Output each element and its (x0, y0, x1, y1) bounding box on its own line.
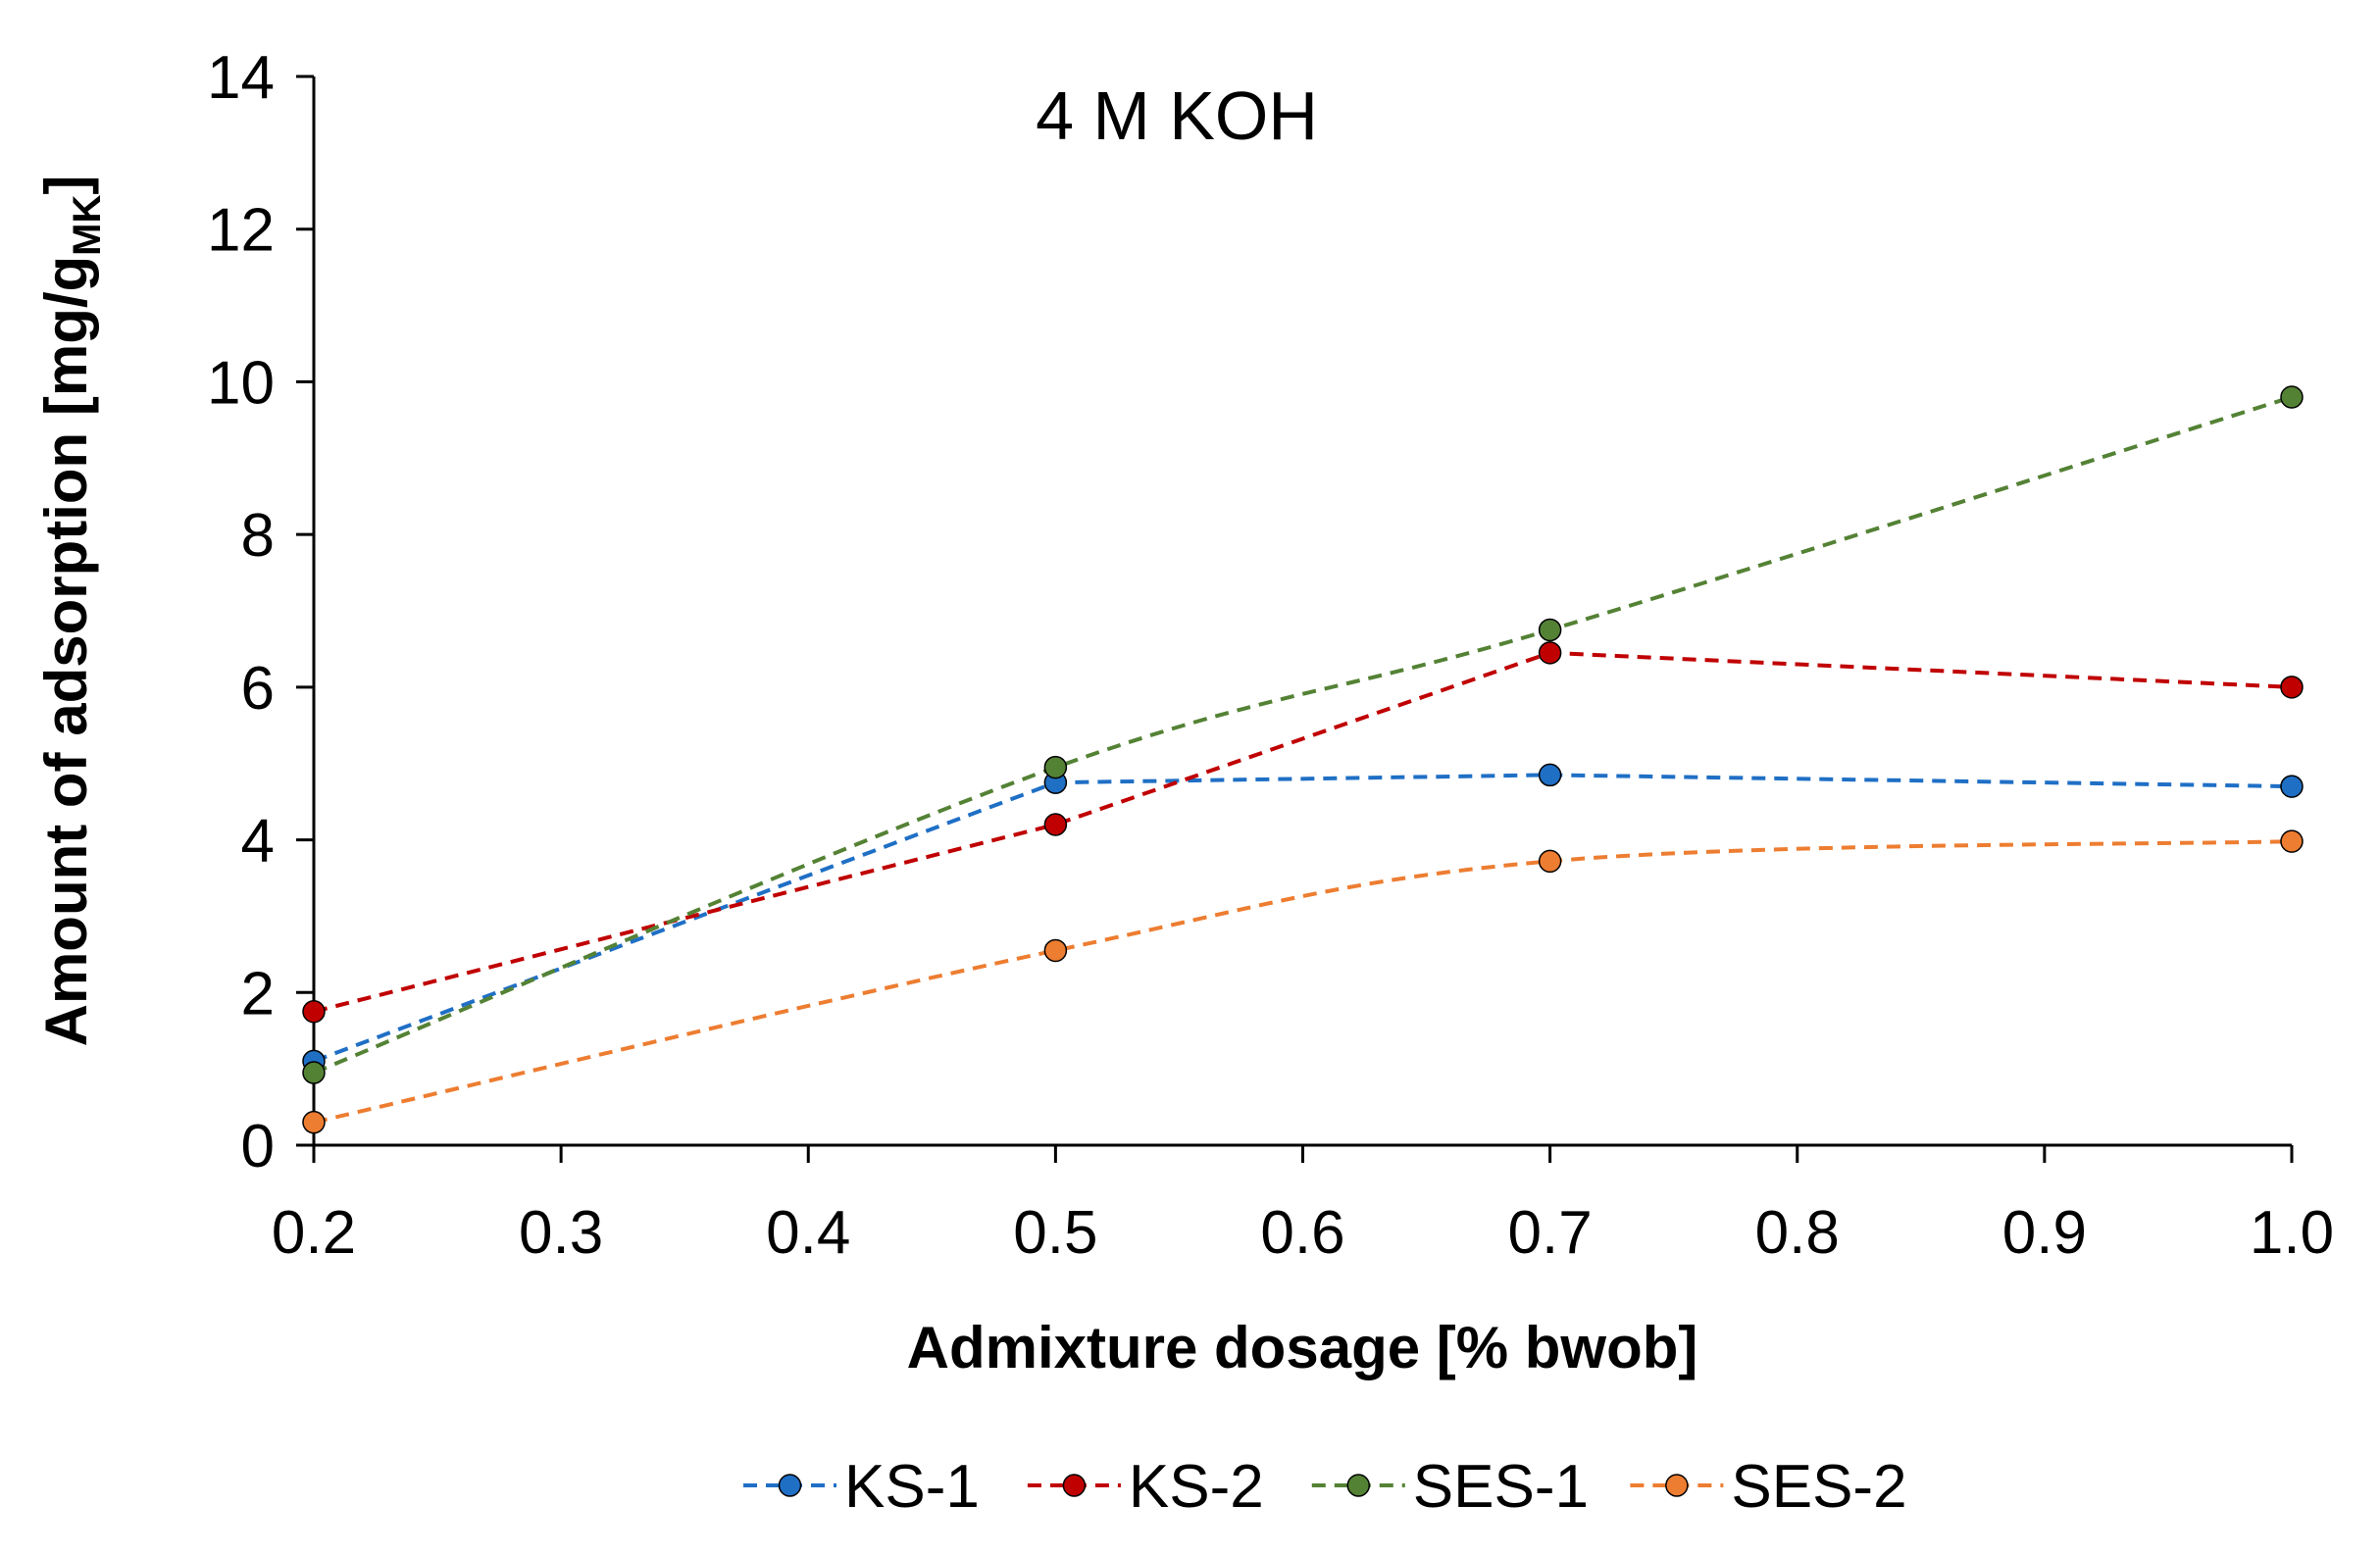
legend: KS-1 KS-2 SES-1 SES-2 (743, 1453, 1907, 1521)
x-ticks: 0.2 0.3 0.4 0.5 0.6 0.7 0.8 0.9 1.0 (272, 1145, 2334, 1267)
data-point-ses-1 (302, 1061, 326, 1084)
y-axis-title-end: ] (33, 176, 99, 195)
x-tick-label: 0.3 (519, 1199, 603, 1267)
data-point-ks-1 (1538, 763, 1562, 787)
y-tick-label: 14 (207, 44, 275, 112)
y-axis-title: Amount of adsorption [mg/gMK] (33, 176, 109, 1047)
x-tick-label: 0.2 (272, 1199, 356, 1267)
y-tick-label: 0 (241, 1113, 275, 1180)
data-point-ks-2 (2280, 676, 2304, 699)
series-line-ks-2 (313, 650, 2293, 1014)
series-line-ses-2 (313, 839, 2293, 1125)
x-tick-label: 0.5 (1013, 1199, 1097, 1267)
data-point-ks-2 (1043, 813, 1068, 836)
series-line-ses-1 (313, 395, 2293, 1075)
legend-marker-ks-1 (778, 1474, 802, 1497)
data-point-ses-2 (1538, 849, 1562, 874)
legend-marker-ses-1 (1346, 1474, 1371, 1497)
x-tick-label: 0.4 (766, 1199, 850, 1267)
x-tick-label: 0.9 (2002, 1199, 2087, 1267)
x-tick-label: 0.7 (1508, 1199, 1593, 1267)
x-tick-label: 1.0 (2250, 1199, 2334, 1267)
series-markers (302, 385, 2304, 1134)
data-point-ses-2 (1043, 938, 1068, 963)
y-tick-label: 2 (241, 960, 275, 1028)
data-point-ks-2 (302, 1000, 326, 1024)
data-point-ses-1 (1043, 755, 1068, 779)
x-axis-title: Admixture dosage [% bwob] (907, 1315, 1698, 1380)
y-tick-label: 8 (241, 502, 275, 570)
legend-marker-ses-2 (1665, 1474, 1689, 1497)
data-point-ses-2 (302, 1110, 326, 1134)
data-point-ses-2 (2280, 829, 2304, 853)
series-line-ks-1 (313, 773, 2293, 1064)
data-point-ks-2 (1538, 641, 1562, 665)
y-tick-label: 12 (207, 197, 275, 265)
legend-label-ses-2: SES-2 (1731, 1453, 1906, 1521)
legend-label-ks-2: KS-2 (1129, 1453, 1264, 1521)
x-tick-label: 0.6 (1260, 1199, 1344, 1267)
y-tick-label: 4 (241, 808, 275, 876)
legend-marker-ks-2 (1062, 1474, 1087, 1497)
data-point-ses-1 (2280, 385, 2304, 409)
y-tick-label: 6 (241, 655, 275, 723)
series-lines (313, 395, 2293, 1125)
data-point-ses-1 (1538, 618, 1562, 642)
axes (312, 76, 2292, 1147)
y-tick-label: 10 (207, 349, 275, 417)
data-point-ks-1 (2280, 775, 2304, 798)
legend-label-ks-1: KS-1 (844, 1453, 980, 1521)
y-axis-title-subscript: MK (66, 195, 109, 256)
y-axis-title-main: Amount of adsorption [mg/g (33, 256, 99, 1047)
chart-title: 4 M KOH (1036, 77, 1318, 154)
x-tick-label: 0.8 (1755, 1199, 1840, 1267)
legend-label-ses-1: SES-1 (1413, 1453, 1589, 1521)
y-ticks: 0 2 4 6 8 10 12 14 (207, 44, 314, 1180)
